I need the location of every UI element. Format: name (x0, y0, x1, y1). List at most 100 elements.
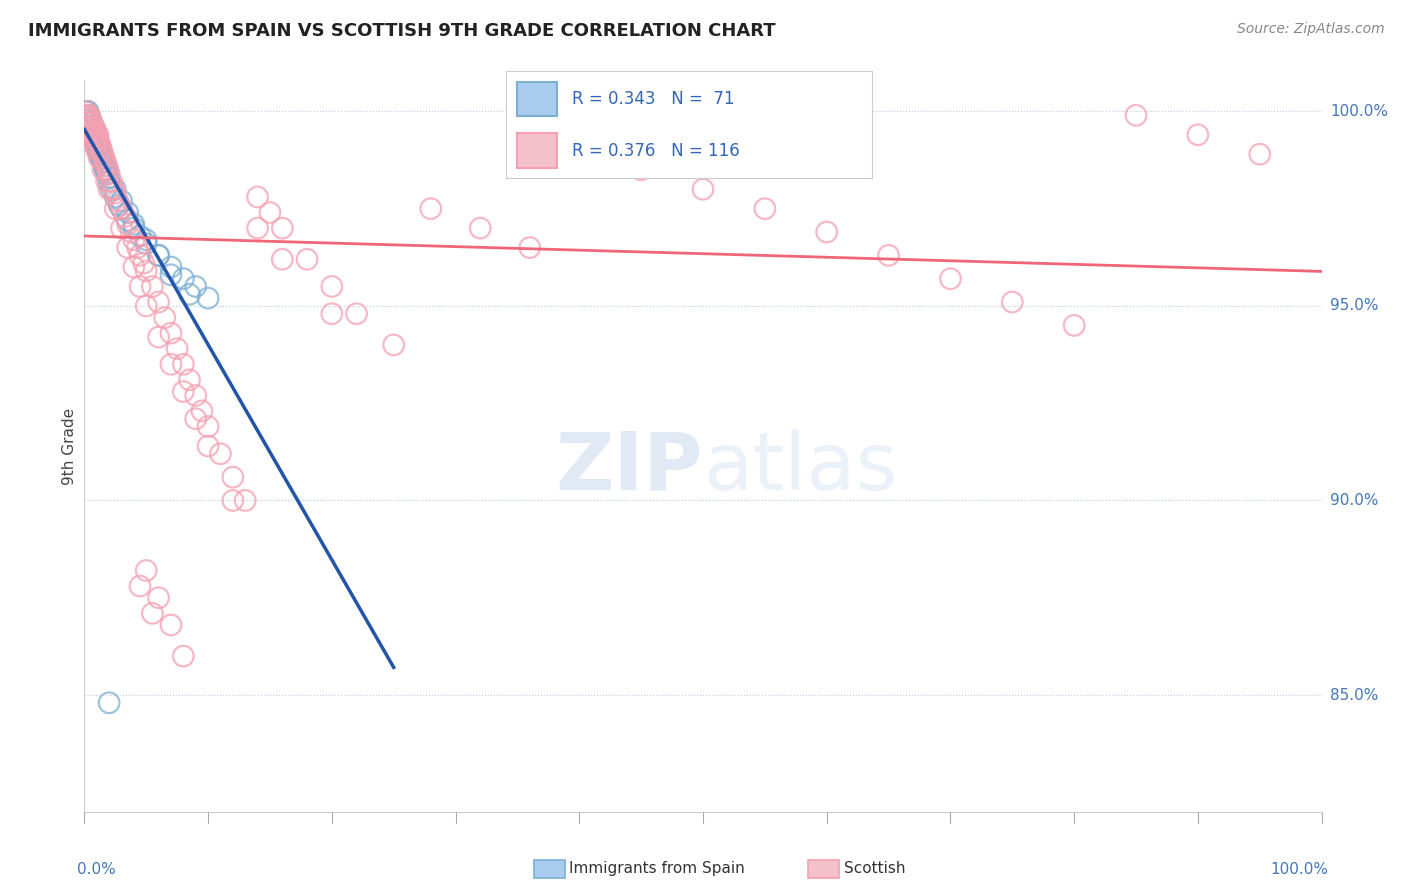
Text: Scottish: Scottish (844, 862, 905, 876)
Point (630, 162, 652, 177)
Point (98, 167, 121, 181)
Point (754, 202, 776, 216)
Point (84, 131, 107, 145)
Point (83, 128, 105, 142)
Point (141, 279, 163, 293)
Point (89, 139, 111, 153)
Point (83, 124, 105, 138)
Point (96, 162, 118, 177)
Point (79, 112, 101, 127)
Point (86, 139, 108, 153)
Point (108, 198, 131, 212)
Point (80, 116, 103, 130)
Point (82, 120, 104, 134)
Point (172, 649, 194, 664)
Point (160, 268, 183, 282)
Point (160, 357, 183, 371)
Point (80, 124, 103, 138)
Point (79, 112, 101, 127)
Point (79, 120, 101, 134)
Point (87, 131, 110, 145)
Point (104, 202, 127, 216)
Point (83, 136, 105, 150)
Point (79, 116, 101, 130)
Point (120, 225, 142, 239)
Point (79, 120, 101, 134)
Point (222, 493, 245, 508)
Point (77, 112, 100, 127)
Point (271, 221, 294, 235)
Point (197, 419, 219, 434)
Point (197, 291, 219, 305)
Point (79, 116, 101, 130)
Point (97, 162, 120, 177)
Point (86, 131, 108, 145)
Point (86, 136, 108, 150)
Point (76, 112, 98, 127)
Point (84, 139, 107, 153)
Point (179, 287, 201, 301)
Text: IMMIGRANTS FROM SPAIN VS SCOTTISH 9TH GRADE CORRELATION CHART: IMMIGRANTS FROM SPAIN VS SCOTTISH 9TH GR… (28, 22, 776, 40)
Point (98, 174, 121, 188)
Text: Source: ZipAtlas.com: Source: ZipAtlas.com (1237, 22, 1385, 37)
Point (77, 112, 100, 127)
Point (79, 108, 101, 122)
Point (83, 124, 105, 138)
Point (77, 116, 100, 130)
Point (84, 128, 107, 142)
Point (80, 120, 103, 134)
Point (233, 493, 256, 508)
Point (96, 159, 118, 173)
Point (79, 120, 101, 134)
Point (148, 248, 170, 262)
Point (122, 233, 145, 247)
Point (100, 182, 122, 196)
Point (110, 221, 132, 235)
Point (127, 241, 149, 255)
Point (129, 248, 152, 262)
Point (110, 202, 132, 216)
Point (160, 618, 183, 632)
Point (77, 104, 100, 119)
Point (75, 108, 97, 122)
FancyBboxPatch shape (517, 82, 557, 116)
Point (79, 116, 101, 130)
Point (104, 190, 127, 204)
Point (91, 147, 114, 161)
Point (110, 194, 132, 208)
Point (77, 116, 100, 130)
Point (191, 404, 214, 418)
Point (135, 233, 157, 247)
Point (84, 124, 107, 138)
Point (76, 108, 98, 122)
Point (117, 213, 139, 227)
Point (104, 182, 127, 196)
Point (184, 411, 207, 425)
Point (209, 447, 232, 461)
Point (80, 120, 103, 134)
Point (79, 108, 101, 122)
Text: ZIP: ZIP (555, 429, 703, 507)
Point (110, 202, 132, 216)
Point (184, 388, 207, 402)
Point (692, 182, 714, 196)
Point (184, 279, 207, 293)
Point (166, 342, 188, 356)
Point (94, 155, 117, 169)
Text: 95.0%: 95.0% (1330, 299, 1378, 313)
Point (160, 326, 183, 341)
Point (98, 696, 121, 710)
Point (79, 120, 101, 134)
Point (91, 162, 114, 177)
Point (1063, 318, 1085, 333)
Point (80, 124, 103, 138)
Point (382, 338, 405, 352)
Point (75, 104, 97, 119)
Point (470, 221, 492, 235)
Point (79, 116, 101, 130)
Point (1001, 295, 1024, 310)
Text: R = 0.376   N = 116: R = 0.376 N = 116 (572, 142, 740, 160)
Point (246, 190, 269, 204)
Point (271, 252, 294, 267)
Point (98, 182, 121, 196)
